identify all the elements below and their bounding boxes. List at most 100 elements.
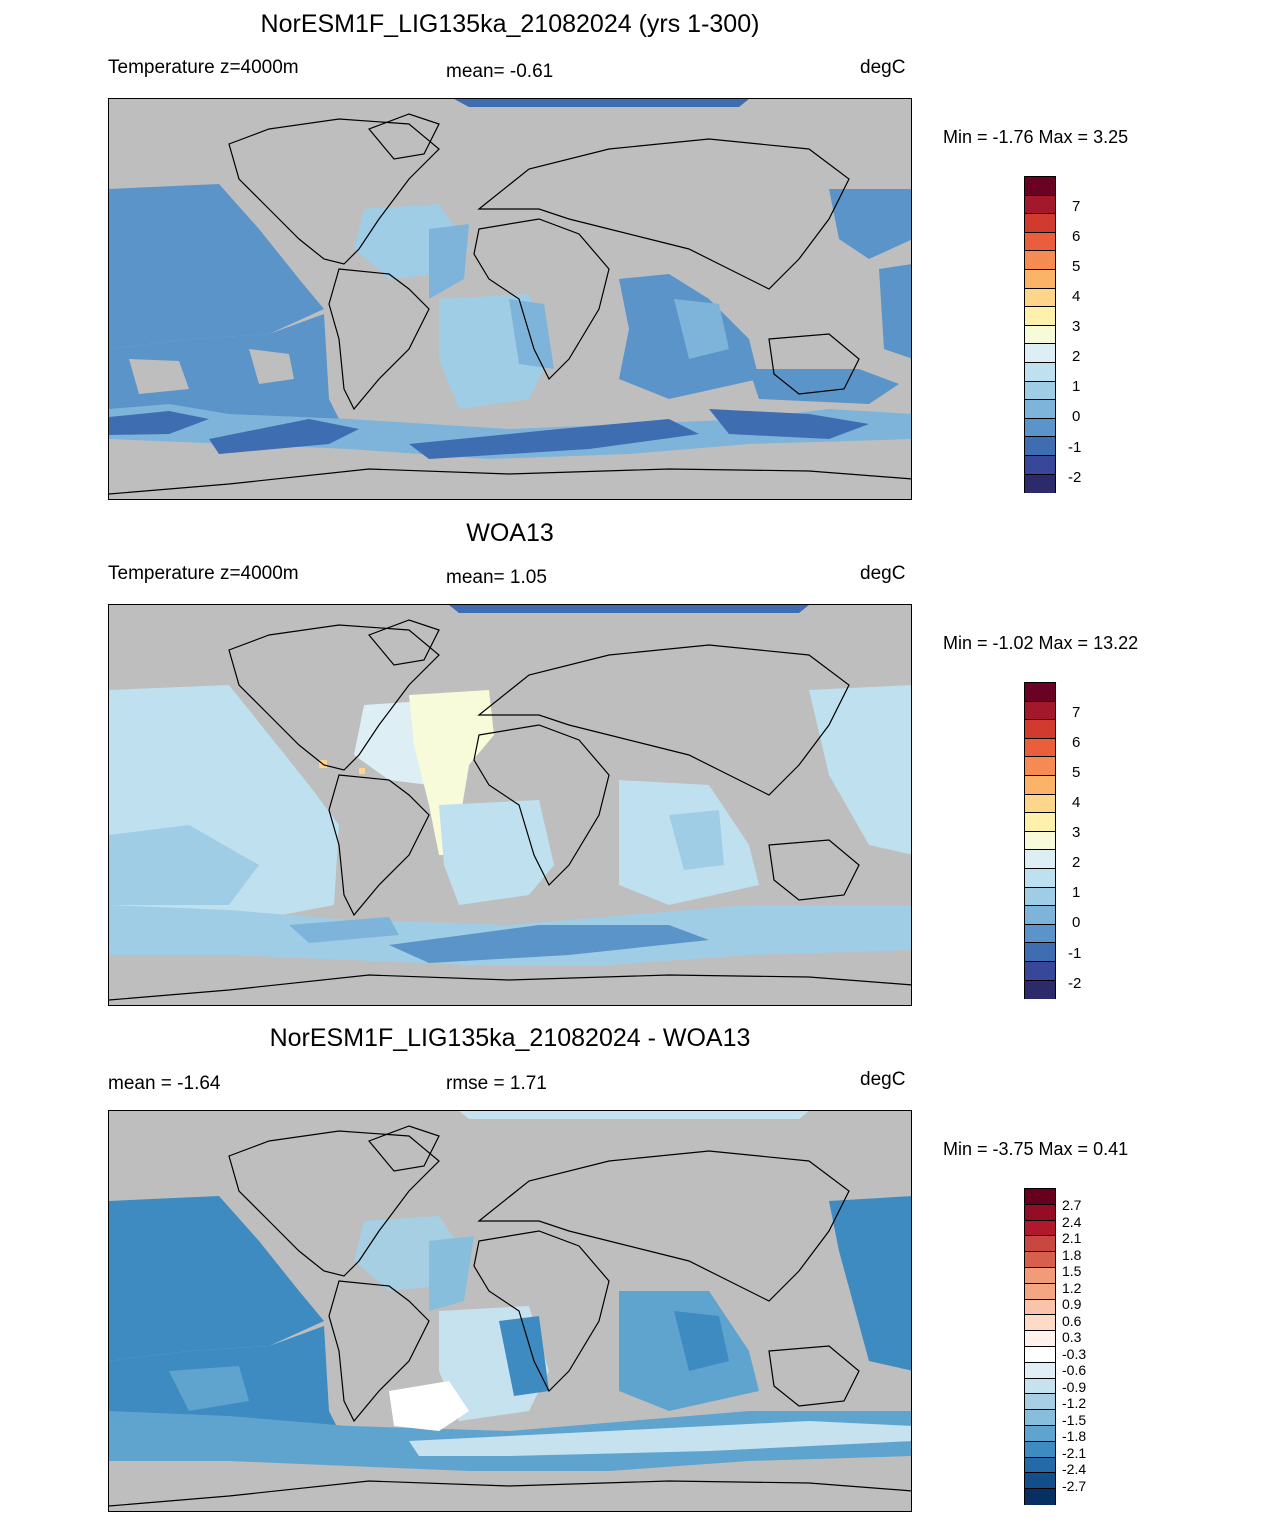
panel3-minmax-label: Min = -3.75 Max = 0.41 [943,1139,1129,1159]
panel2-atlantic-ridge [409,690,494,855]
panel2-coastline-eurasia [477,644,850,796]
panel3-colorbar-tick: -0.9 [1062,1379,1087,1395]
panel3-coastline-australia [768,1345,860,1407]
panel2-colorbar [1024,682,1056,1000]
panel3-colorbar-tick: 0.9 [1062,1296,1082,1312]
panel1-coastline-south-america [328,268,430,411]
panel1-title: NorESM1F_LIG135ka_21082024 (yrs 1-300) [260,10,760,38]
panel1-colorbar-tick: -1 [1068,439,1082,456]
panel2-minmax-label: Min = -1.02 Max = 13.22 [943,633,1139,653]
panel1-colorbar-tick: 2 [1072,348,1081,365]
panel3-arctic-strip [459,1111,809,1119]
panel2-title: WOA13 [466,519,554,547]
panel1-colorbar-tick: 0 [1072,408,1081,425]
panel2-colorbar-tick: -2 [1068,975,1082,992]
panel1-australia-south [749,369,899,404]
panel3-pacific-west [829,1196,911,1371]
panel2-coastline-antarctica [109,974,911,1001]
panel2-caribbean-warm2 [359,768,365,774]
panel2-arctic-strip [449,605,809,613]
panel3-colorbar-tick: -1.2 [1062,1395,1087,1411]
panel3-southern-light-band [409,1421,911,1456]
panel1-units-label: degC [860,57,906,78]
panel2-map-svg [109,605,911,1005]
panel3-colorbar-tick: -1.8 [1062,1428,1087,1444]
panel2-southern-band [389,925,709,963]
panel3-colorbar-tick: 1.8 [1062,1247,1082,1263]
panel2-coastline-greenland [367,619,440,666]
panel2-indian-ocean2 [669,810,724,870]
panel1-southern-band4 [709,409,869,439]
panel3-coastline-eurasia [477,1150,850,1302]
panel3-map [108,1110,912,1512]
panel1-colorbar-tick: 1 [1072,378,1081,395]
panel2-colorbar-tick: 1 [1072,884,1081,901]
panel1-colorbar [1024,176,1056,494]
panel3-units-label: degC [860,1069,906,1090]
panel1-coastline-africa [473,218,610,381]
panel1-colorbar-tick: 3 [1072,318,1081,335]
panel1-colorbar-tick: 6 [1072,228,1081,245]
panel1-southern-band3 [409,419,699,459]
panel2-coastline-south-america [328,774,430,917]
panel3-coastline-north-america [228,1130,440,1277]
panel1-pacific-west2 [879,264,911,359]
panel1-pacific-west [829,189,911,259]
panel1-arctic-strip [454,99,749,107]
panel1-atlantic-south2 [509,299,554,369]
panel3-colorbar-tick: -0.6 [1062,1362,1087,1378]
panel3-title: NorESM1F_LIG135ka_21082024 - WOA13 [269,1024,751,1052]
panel1-colorbar-tick: 5 [1072,258,1081,275]
panel1-pacific-north [109,184,324,349]
panel1-atlantic-mid [429,224,469,299]
panel2-colorbar-tick: 4 [1072,794,1081,811]
panel1-colorbar-tick: 7 [1072,198,1081,215]
panel1-colorbar-tick: -2 [1068,469,1082,486]
panel3-colorbar-tick: 0.6 [1062,1313,1082,1329]
panel2-units-label: degC [860,563,906,584]
panel3-colorbar-tick: -2.7 [1062,1478,1087,1494]
panel1-coastline-north-america [228,118,440,265]
panel3-pacific-north [109,1196,324,1361]
panel3-coastline-antarctica [109,1480,911,1507]
panel3-colorbar-tick: 2.1 [1062,1230,1082,1246]
panel2-colorbar-tick: 3 [1072,824,1081,841]
panel3-colorbar-tick: 0.3 [1062,1329,1082,1345]
panel2-colorbar-tick: 2 [1072,854,1081,871]
panel3-map-svg [109,1111,911,1511]
panel1-indian-ocean2 [674,299,729,359]
panel2-pacific-west [809,685,911,855]
panel1-variable-label: Temperature z=4000m [108,57,299,78]
panel3-rmse-label: rmse = 1.71 [446,1073,547,1094]
panel3-colorbar-tick: -0.3 [1062,1346,1087,1362]
panel2-colorbar-tick: 0 [1072,914,1081,931]
panel3-mean-label: mean = -1.64 [108,1073,221,1094]
panel2-colorbar-tick: 7 [1072,704,1081,721]
panel2-coastline-australia [768,839,860,901]
panel3-colorbar-tick: 2.7 [1062,1197,1082,1213]
panel2-colorbar-tick: -1 [1068,945,1082,962]
panel3-colorbar-tick: 1.2 [1062,1280,1082,1296]
panel3-colorbar-tick: 1.5 [1062,1263,1082,1279]
panel2-coastline-africa [473,724,610,887]
panel2-map [108,604,912,1006]
panel2-colorbar-tick: 5 [1072,764,1081,781]
panel3-coastline-africa [473,1230,610,1393]
panel3-colorbar-tick: -2.4 [1062,1461,1087,1477]
panel3-colorbar-tick: 2.4 [1062,1214,1082,1230]
panel1-coastline-eurasia [477,138,850,290]
panel3-coastline-south-america [328,1280,430,1423]
panel3-colorbar-tick: -2.1 [1062,1445,1087,1461]
panel1-southern-band1 [109,411,209,435]
panel2-southern-band2 [289,917,399,943]
panel1-map [108,98,912,500]
panel3-atlantic-east [499,1316,549,1396]
panel2-pacific-south [109,825,259,905]
panel1-minmax-label: Min = -1.76 Max = 3.25 [943,127,1129,147]
panel2-mean-label: mean= 1.05 [446,567,547,588]
panel1-pacific-mid-patches [129,349,294,394]
panel1-pacific-south [109,314,339,429]
panel1-coastline-australia [768,333,860,395]
panel3-colorbar [1024,1188,1056,1505]
panel2-coastline-north-america [228,624,440,771]
